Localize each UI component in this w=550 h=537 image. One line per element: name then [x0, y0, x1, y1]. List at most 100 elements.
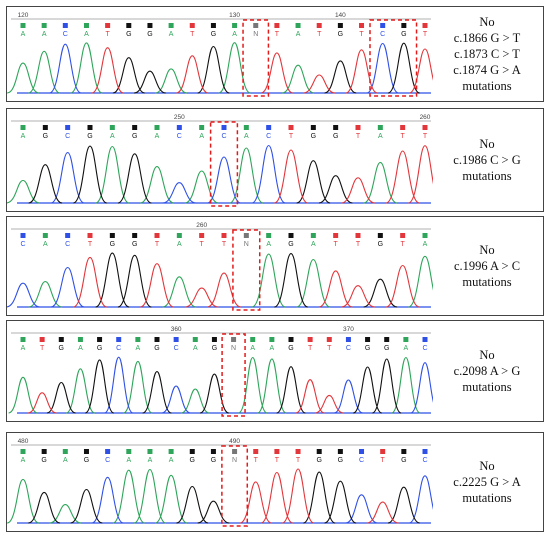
base-call-marker: [168, 23, 174, 28]
base-call-marker: [243, 233, 249, 238]
base-call-marker: [41, 23, 47, 28]
base-call-marker: [310, 125, 316, 130]
panel-1: 120 130 140 A A C A T G G A T G A N T A T G T C G T No c.1866 …: [6, 6, 544, 102]
base-call-letter: A: [423, 241, 428, 248]
base-call-letter: A: [296, 31, 301, 38]
base-call-marker: [269, 337, 275, 342]
trace-g: [28, 145, 353, 204]
base-call-marker: [326, 337, 332, 342]
position-tick-label: 130: [229, 12, 240, 19]
caption-5-line-2: c.2225 G > A: [453, 475, 521, 489]
base-call-letter: G: [132, 241, 137, 248]
base-call-letter: T: [222, 241, 227, 248]
base-call-letter: T: [105, 31, 110, 38]
mutation-site-highlight: [221, 333, 246, 417]
base-call-letter: G: [132, 133, 137, 140]
base-call-marker: [345, 337, 351, 342]
base-call-marker: [87, 233, 93, 238]
trace-g: [95, 252, 398, 308]
base-call-marker: [377, 125, 383, 130]
base-call-marker: [105, 449, 111, 454]
base-call-marker: [400, 125, 406, 130]
base-call-marker: [355, 233, 361, 238]
base-call-letter: G: [212, 345, 217, 352]
base-call-letter: G: [288, 241, 293, 248]
base-call-letter: G: [401, 457, 406, 464]
base-call-marker: [199, 233, 205, 238]
trace-c: [50, 144, 286, 204]
base-call-letter: C: [20, 241, 25, 248]
base-call-marker: [384, 337, 390, 342]
base-call-marker: [307, 337, 313, 342]
base-call-marker: [105, 23, 111, 28]
mutation-site-highlight: [369, 19, 418, 97]
base-call-letter: C: [65, 241, 70, 248]
trace-a: [7, 468, 188, 524]
base-call-marker: [65, 125, 71, 130]
base-call-marker: [337, 449, 343, 454]
position-tick-label: 250: [174, 114, 185, 121]
caption-2: No c.1986 C > G mutations: [431, 109, 543, 211]
base-call-marker: [211, 337, 217, 342]
base-call-marker: [316, 449, 322, 454]
base-call-marker: [109, 233, 115, 238]
caption-3-line-2: c.1996 A > C: [453, 259, 521, 273]
base-call-letter: G: [87, 133, 92, 140]
trace-a: [7, 145, 398, 204]
base-call-marker: [135, 337, 141, 342]
base-call-marker: [62, 23, 68, 28]
base-call-letter: A: [84, 31, 89, 38]
base-call-letter: T: [381, 457, 386, 464]
base-call-marker: [210, 449, 216, 454]
trace-c: [91, 475, 433, 524]
caption-1-line-3: c.1873 C > T: [454, 47, 520, 61]
chromatogram-3: 260 C A C T G G T A T T N A G A T T G T A: [7, 222, 433, 311]
base-call-letter: C: [116, 345, 121, 352]
base-call-letter: N: [244, 241, 249, 248]
base-call-marker: [380, 449, 386, 454]
base-call-marker: [199, 125, 205, 130]
base-call-letter: T: [423, 133, 428, 140]
base-call-letter: A: [21, 457, 26, 464]
base-call-letter: G: [41, 457, 46, 464]
base-call-marker: [176, 125, 182, 130]
base-call-letter: T: [289, 133, 294, 140]
base-call-letter: G: [338, 457, 343, 464]
base-call-marker: [288, 125, 294, 130]
base-call-marker: [377, 233, 383, 238]
chromatogram-1: 120 130 140 A A C A T G G A T G A N T A T G T C G T: [7, 12, 433, 97]
caption-1-line-2: c.1866 G > T: [453, 31, 521, 45]
base-call-marker: [41, 449, 47, 454]
base-call-marker: [210, 23, 216, 28]
base-call-letter: N: [232, 457, 237, 464]
base-call-letter: A: [148, 457, 153, 464]
base-call-letter: G: [211, 31, 216, 38]
base-call-marker: [147, 449, 153, 454]
base-call-letter: A: [193, 345, 198, 352]
base-call-letter: C: [174, 345, 179, 352]
base-call-letter: C: [359, 457, 364, 464]
base-call-letter: A: [21, 31, 26, 38]
base-call-letter: G: [338, 31, 343, 38]
base-call-letter: G: [333, 133, 338, 140]
base-call-marker: [20, 449, 26, 454]
base-call-letter: A: [169, 31, 174, 38]
base-call-marker: [232, 449, 238, 454]
base-call-letter: T: [155, 241, 160, 248]
base-call-marker: [189, 23, 195, 28]
base-call-marker: [116, 337, 122, 342]
caption-5: No c.2225 G > A mutations: [431, 433, 543, 531]
base-call-letter: C: [105, 457, 110, 464]
mutation-site-highlight: [242, 19, 270, 97]
base-call-letter: A: [21, 345, 26, 352]
base-call-letter: T: [40, 345, 45, 352]
base-call-marker: [168, 449, 174, 454]
base-call-letter: T: [423, 31, 428, 38]
trace-c: [7, 266, 85, 308]
base-call-letter: T: [356, 241, 361, 248]
caption-4-line-1: No: [479, 348, 495, 362]
base-call-marker: [422, 125, 428, 130]
base-call-marker: [243, 125, 249, 130]
mutation-site-highlight: [232, 229, 261, 311]
base-call-marker: [97, 337, 103, 342]
